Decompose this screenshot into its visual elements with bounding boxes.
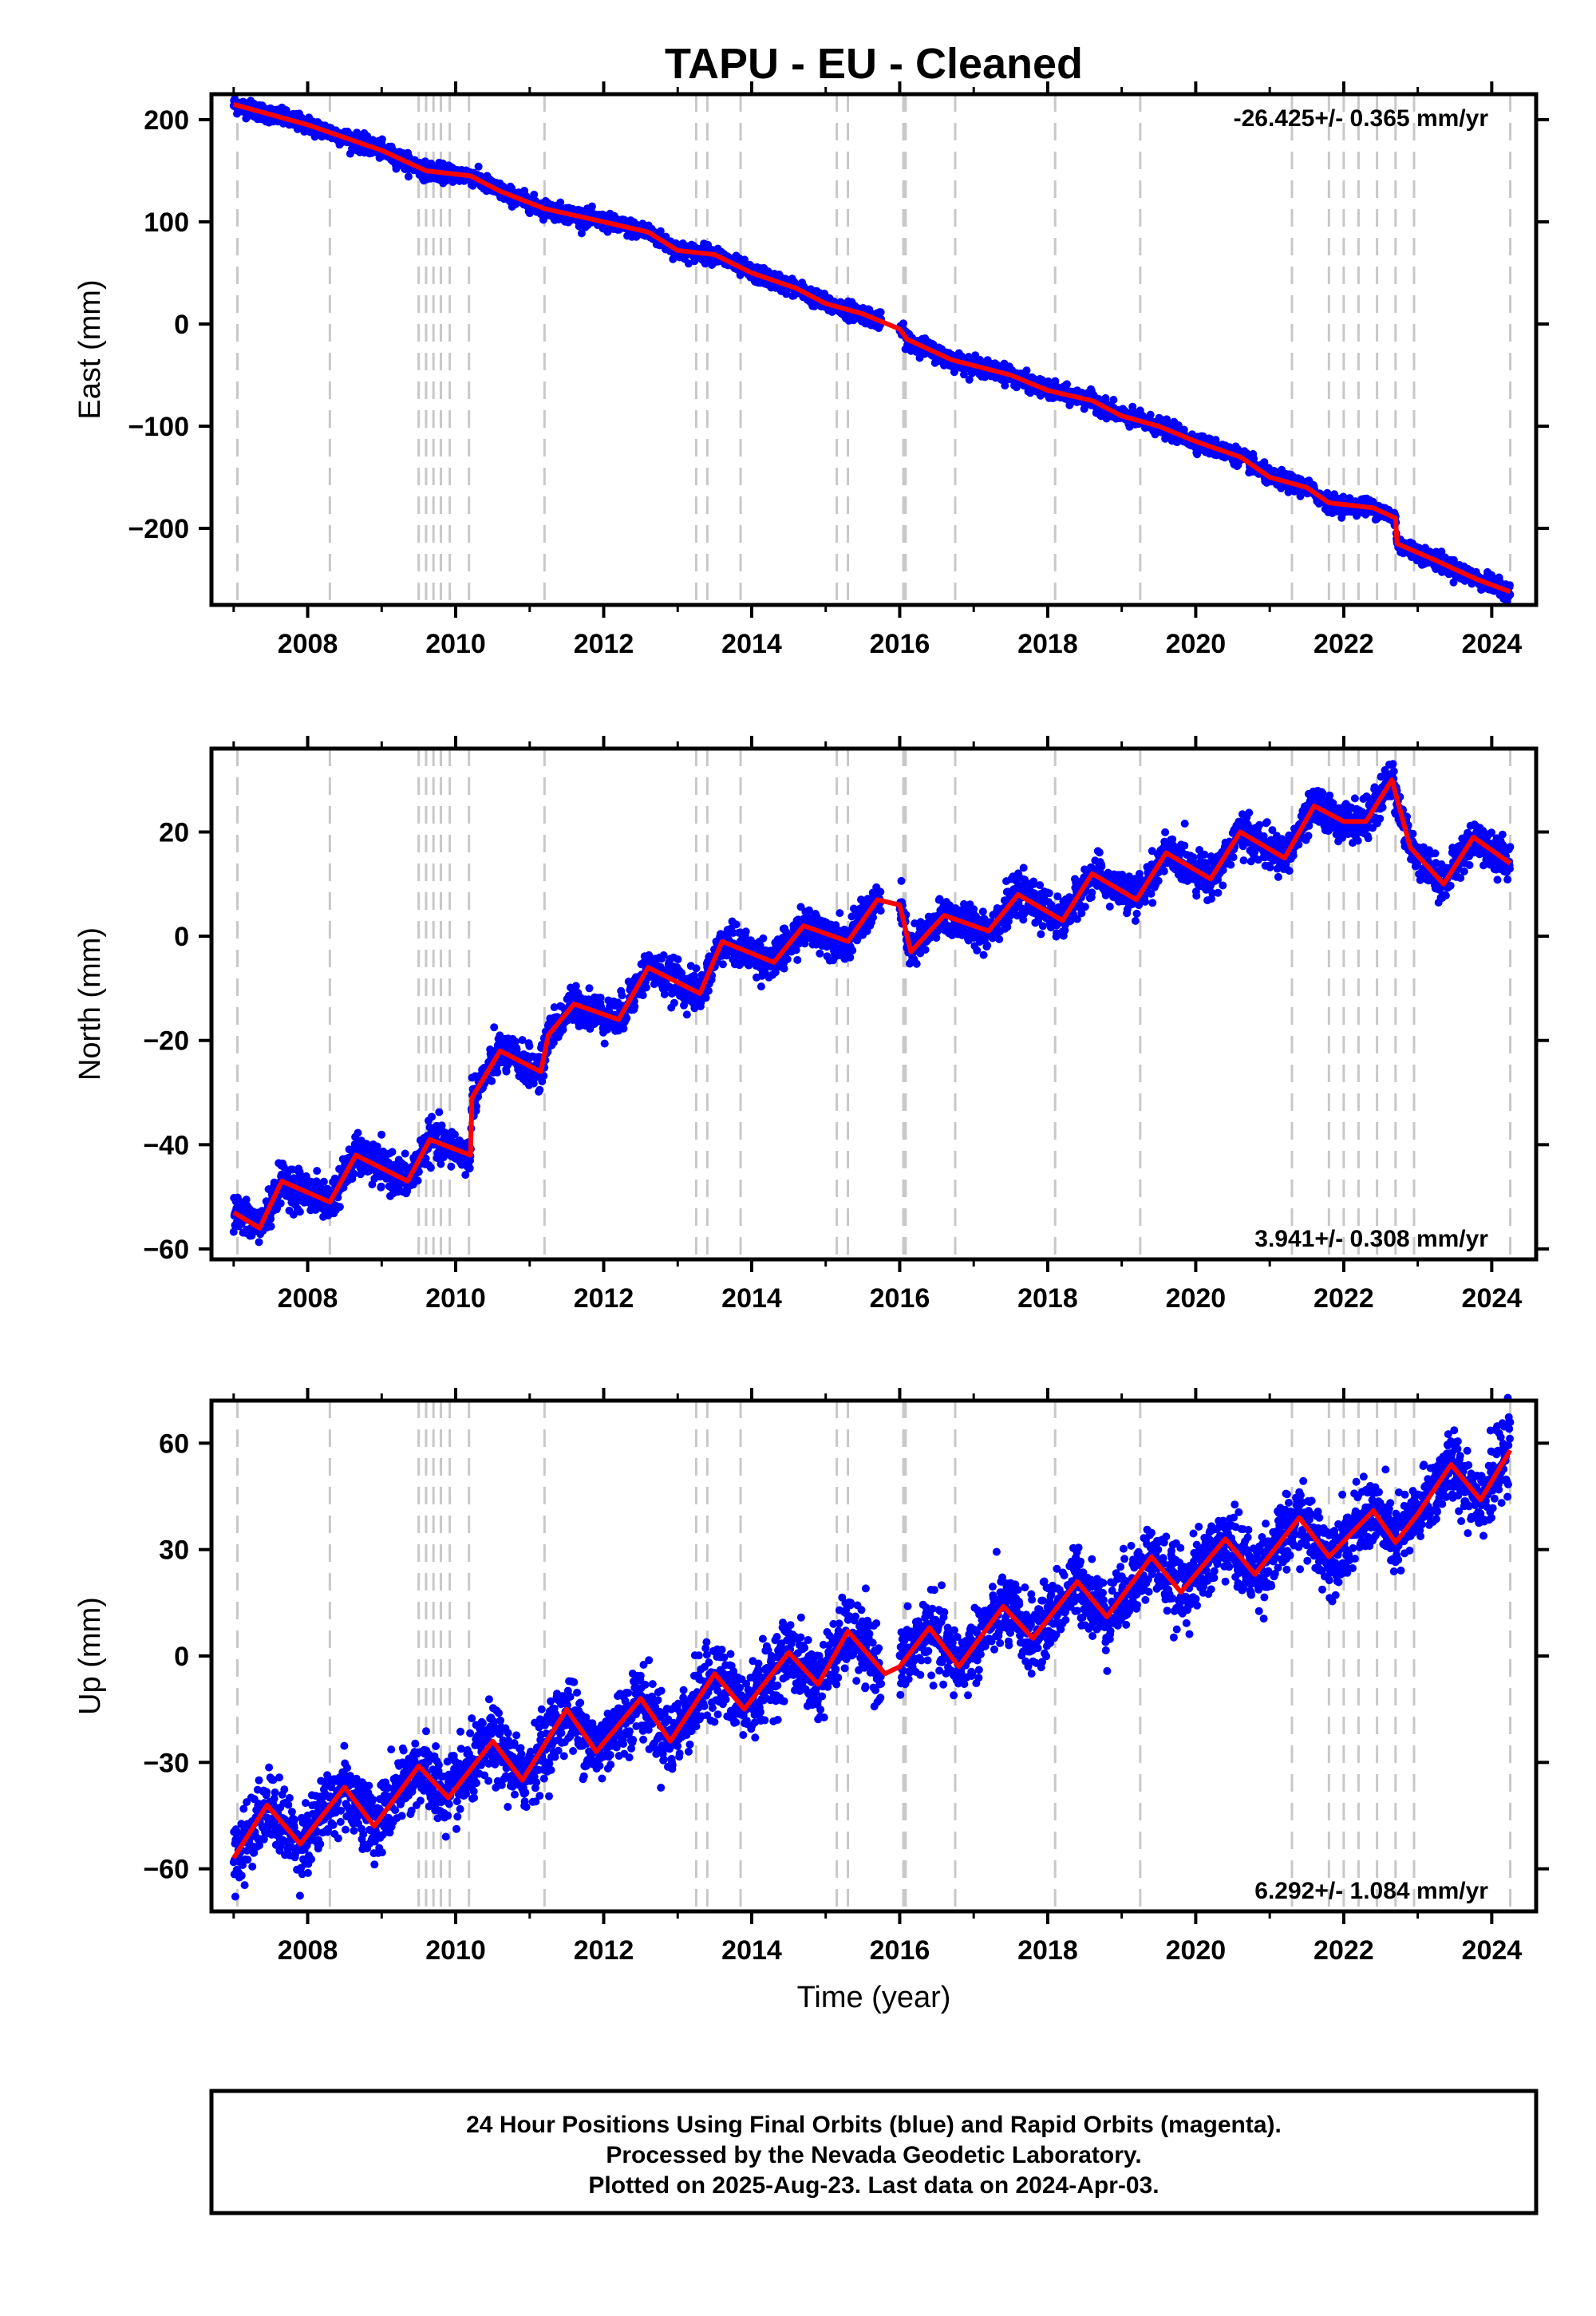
y-tick-label: −200 [128,514,189,544]
data-point [530,190,539,199]
data-point [587,202,596,211]
chart-title: TAPU - EU - Cleaned [665,40,1083,88]
data-point [1506,581,1514,590]
data-point [488,1077,496,1085]
x-tick-label: 2010 [425,629,486,659]
x-tick-label: 2008 [278,629,338,659]
data-point [388,1148,397,1156]
y-axis-label: East (mm) [73,279,107,419]
data-point [401,1149,409,1158]
data-point [335,1203,344,1211]
data-point [426,1164,435,1172]
y-tick-label: −100 [128,412,189,442]
data-point [267,1222,275,1231]
data-point [255,1238,263,1247]
data-point [276,1199,285,1207]
rate-label: -26.425+/- 0.365 mm/yr [1234,105,1489,132]
data-point [490,1023,499,1032]
y-tick-label: 200 [144,105,189,136]
x-tick-label: 2016 [870,629,930,659]
data-point [535,1085,544,1094]
data-point [1109,396,1118,404]
data-point [313,1167,322,1176]
data-point [556,198,565,207]
y-tick-label: 0 [174,310,189,340]
x-tick-label: 2012 [574,629,634,659]
data-point [502,1067,511,1076]
data-point [474,162,483,171]
data-point [1063,380,1071,389]
east-panel: 2008 2010 2012 2014 2016 2018 2020 2022 2024 −200… [73,81,1549,659]
data-point [377,1130,386,1139]
data-point [493,1068,502,1077]
x-tick-label: 2024 [1462,629,1523,659]
data-point [404,172,413,181]
data-point [437,1121,446,1130]
data-point [1022,366,1031,375]
data-point [354,1128,362,1137]
data-point [585,984,594,993]
data-point [447,1162,456,1171]
data-point [559,1026,567,1034]
data-point [435,1108,444,1117]
data-point [413,1176,422,1185]
data-point [876,308,885,317]
data-point [571,982,580,990]
data-point [295,1207,304,1216]
data-point [577,229,586,238]
data-point [377,135,386,144]
y-tick-label: 100 [144,207,189,238]
data-point [319,1177,328,1186]
data-point [465,1164,474,1172]
data-point [656,227,665,235]
data-point [377,1182,385,1191]
x-tick-label: 2022 [1314,629,1374,659]
x-tick-label: 2014 [721,629,782,659]
x-tick-label: 2020 [1166,629,1227,659]
x-tick-label: 2018 [1017,629,1078,659]
data-point [525,1041,534,1050]
data-point [428,1113,437,1121]
